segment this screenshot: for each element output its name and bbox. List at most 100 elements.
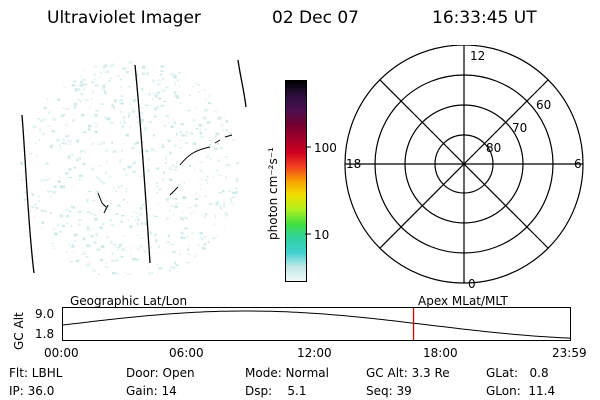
uv-speckle (66, 95, 68, 98)
uv-speckle (181, 218, 184, 221)
uv-speckle (70, 205, 74, 209)
uv-speckle (162, 146, 165, 148)
uv-speckle (234, 60, 238, 61)
uv-speckle (21, 60, 23, 61)
uv-speckle (208, 143, 212, 146)
uv-speckle (157, 60, 160, 63)
uv-speckle (163, 171, 165, 175)
uv-speckle (249, 98, 250, 100)
uv-speckle (238, 203, 240, 206)
uv-speckle (59, 147, 62, 149)
uv-speckle (246, 247, 248, 249)
uv-speckle (65, 209, 70, 211)
uv-speckle (59, 261, 62, 265)
uv-speckle (180, 123, 185, 126)
uv-speckle (150, 246, 152, 249)
uv-speckle (76, 211, 79, 213)
uv-speckle (168, 122, 171, 124)
uv-speckle (198, 91, 200, 93)
uv-speckle (51, 248, 56, 250)
uv-speckle (82, 131, 87, 133)
uv-speckle (246, 236, 249, 238)
uv-speckle (119, 99, 124, 101)
uv-speckle (196, 84, 200, 86)
uv-speckle (214, 216, 216, 219)
uv-speckle (110, 219, 112, 222)
uv-speckle (146, 200, 149, 203)
uv-speckle (158, 188, 162, 190)
uv-speckle (140, 222, 144, 225)
uv-speckle (111, 57, 115, 58)
uv-speckle (238, 82, 240, 84)
mlt-label-12: 12 (470, 49, 485, 63)
uv-speckle (176, 65, 180, 68)
uv-speckle (215, 132, 220, 136)
uv-speckle (135, 141, 140, 145)
uv-speckle (20, 174, 22, 177)
uv-speckle (94, 114, 98, 117)
uv-speckle (154, 94, 158, 97)
uv-speckle (173, 169, 178, 171)
uv-speckle (224, 101, 226, 103)
uv-speckle (142, 65, 146, 69)
uv-speckle (218, 64, 223, 67)
uv-speckle (79, 81, 83, 83)
uv-speckle (199, 131, 203, 135)
uv-speckle (62, 271, 66, 273)
uv-speckle (224, 217, 226, 219)
uv-speckle (209, 265, 212, 267)
uv-speckle (157, 79, 161, 82)
uv-speckle (194, 204, 198, 207)
uv-speckle (123, 119, 125, 123)
uv-speckle (72, 80, 77, 83)
uv-speckle (137, 218, 140, 221)
uv-speckle (125, 71, 129, 74)
uv-speckle (57, 98, 60, 101)
uv-speckle (39, 264, 43, 266)
uv-speckle (183, 216, 186, 218)
uv-speckle (224, 89, 226, 93)
uv-speckle (69, 210, 72, 213)
uv-speckle (178, 253, 181, 256)
uv-speckle (241, 126, 245, 129)
uv-speckle (223, 117, 225, 119)
uv-speckle (232, 106, 234, 109)
uv-speckle (82, 78, 87, 81)
uv-speckle (187, 253, 191, 255)
uv-speckle (177, 79, 179, 82)
uv-speckle (104, 149, 109, 152)
uv-speckle (135, 73, 139, 77)
uv-speckle (217, 87, 221, 89)
uv-speckle (171, 192, 176, 194)
uv-speckle (175, 264, 179, 266)
uv-speckle (224, 89, 227, 92)
uv-speckle (51, 62, 55, 66)
uv-speckle (52, 191, 57, 194)
uv-speckle (94, 130, 98, 133)
uv-speckle (95, 248, 99, 250)
uv-speckle (221, 74, 224, 76)
uv-speckle (185, 142, 188, 144)
uv-speckle (33, 63, 37, 65)
uv-speckle (91, 81, 95, 83)
uv-speckle (32, 125, 37, 129)
uv-speckle (104, 116, 107, 119)
uv-speckle (59, 230, 62, 233)
uv-speckle (24, 191, 28, 194)
uv-speckle (184, 273, 188, 275)
uv-speckle (175, 202, 178, 204)
uv-speckle (240, 245, 242, 247)
uv-speckle (173, 74, 177, 77)
uv-speckle (100, 103, 105, 106)
mlt-label-18: 18 (346, 157, 361, 171)
uv-speckle (20, 209, 24, 213)
uv-speckle (213, 73, 216, 75)
uv-speckle (69, 261, 73, 263)
gc-alt-axis-label: GC Alt (12, 312, 26, 350)
uv-speckle (111, 141, 113, 144)
uv-speckle (133, 161, 136, 164)
uv-speckle (176, 133, 178, 136)
uv-speckle (20, 162, 23, 164)
uv-speckle (201, 248, 205, 251)
uv-speckle (205, 98, 207, 100)
